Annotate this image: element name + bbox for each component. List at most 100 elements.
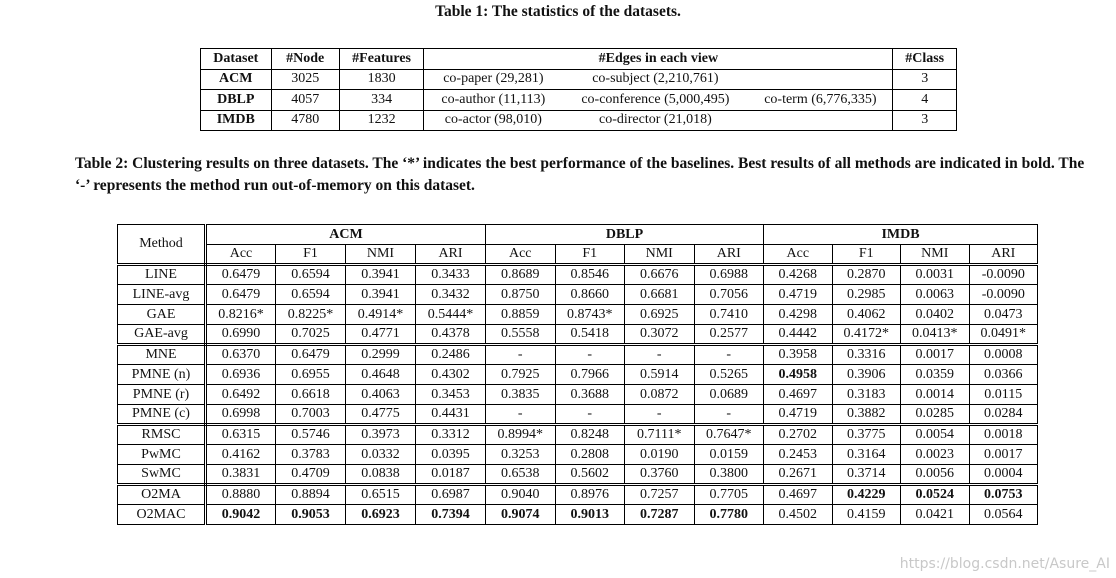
metric-header: F1 xyxy=(831,244,902,266)
metric-header: ARI xyxy=(415,244,486,266)
score-cell: 0.6315 xyxy=(205,424,276,445)
result-row: RMSC 0.6315 0.5746 0.3973 0.3312 0.8994* 0.824… xyxy=(117,424,1039,445)
method-cell: PMNE (c) xyxy=(117,404,207,426)
score-cell: 0.6370 xyxy=(205,344,276,365)
score-cell: 0.0872 xyxy=(624,384,695,405)
class-cell: 3 xyxy=(892,68,957,90)
metric-header: Acc xyxy=(763,244,833,266)
score-cell: 0.6925 xyxy=(624,304,695,325)
header-cell: #Features xyxy=(338,48,425,70)
score-cell: 0.7647* xyxy=(693,424,765,445)
result-row: O2MAC 0.9042 0.9053 0.6923 0.7394 0.9074 0.901… xyxy=(117,504,1039,525)
score-cell: 0.0395 xyxy=(415,444,486,465)
header-row: Dataset #Node #Features #Edges in each view… xyxy=(200,48,957,70)
score-cell: 0.4378 xyxy=(415,324,486,346)
result-row: PMNE (r) 0.6492 0.6618 0.4063 0.3453 0.3835 0.… xyxy=(117,384,1039,405)
score-cell: 0.0159 xyxy=(693,444,765,465)
score-cell: 0.0332 xyxy=(345,444,416,465)
metric-header: F1 xyxy=(554,244,625,266)
score-cell: 0.7287 xyxy=(624,504,695,525)
feature-cell: 1232 xyxy=(338,109,425,131)
feature-cell: 334 xyxy=(338,89,425,111)
score-cell: 0.0190 xyxy=(624,444,695,465)
edge-view: co-conference (5,000,495) xyxy=(581,91,730,107)
score-cell: 0.0063 xyxy=(900,284,970,305)
score-cell: 0.3164 xyxy=(831,444,902,465)
score-cell: 0.5444* xyxy=(415,304,486,325)
method-cell: MNE xyxy=(117,344,207,365)
edge-view: co-actor (98,010) xyxy=(444,112,542,128)
group-header-row: Method ACM DBLP IMDB xyxy=(117,224,1039,266)
result-row: GAE 0.8216* 0.8225* 0.4914* 0.5444* 0.8859 0.8… xyxy=(117,304,1039,325)
score-cell: 0.6479 xyxy=(275,344,346,365)
score-cell: 0.3831 xyxy=(205,464,276,486)
table-caption: Table 1: The statistics of the datasets. xyxy=(435,3,681,20)
method-cell: PwMC xyxy=(117,444,207,465)
score-cell: 0.0359 xyxy=(900,364,970,385)
method-cell: SwMC xyxy=(117,464,207,486)
result-row: LINE 0.6479 0.6594 0.3941 0.3433 0.8689 0.8546… xyxy=(117,264,1039,285)
score-cell: 0.4431 xyxy=(415,404,486,426)
score-cell: 0.0017 xyxy=(900,344,970,365)
score-cell: 0.8546 xyxy=(554,264,625,285)
score-cell: 0.3783 xyxy=(275,444,346,465)
edge-view: co-paper (29,281) xyxy=(443,71,544,87)
score-cell: 0.0421 xyxy=(900,504,970,525)
score-cell: 0.0008 xyxy=(968,344,1039,365)
method-cell: GAE xyxy=(117,304,207,325)
score-cell: 0.6955 xyxy=(275,364,346,385)
score-cell: 0.0023 xyxy=(900,444,970,465)
score-cell: 0.6594 xyxy=(275,284,346,305)
score-cell: 0.4302 xyxy=(415,364,486,385)
header-cell: Dataset xyxy=(200,48,272,70)
metric-header: NMI xyxy=(624,244,695,266)
result-row: PMNE (n) 0.6936 0.6955 0.4648 0.4302 0.7925 0.… xyxy=(117,364,1039,385)
score-cell: 0.8248 xyxy=(554,424,625,445)
score-cell: 0.8743* xyxy=(554,304,625,325)
feature-cell: 1830 xyxy=(338,68,425,90)
method-cell: PMNE (r) xyxy=(117,384,207,405)
method-cell: GAE-avg xyxy=(117,324,207,346)
results-table: Method ACM DBLP IMDB Acc F1 NMI ARI Acc F1 NMI ARI A… xyxy=(117,224,1039,525)
score-cell: 0.9074 xyxy=(485,504,556,525)
score-cell: 0.7966 xyxy=(554,364,625,385)
node-cell: 3025 xyxy=(270,68,340,90)
score-cell: 0.0031 xyxy=(900,264,970,285)
table-caption: Table 2: Clustering results on three dat… xyxy=(75,155,1085,194)
score-cell: 0.7925 xyxy=(485,364,556,385)
score-cell: 0.3973 xyxy=(345,424,416,445)
table-row: IMDB 4780 1232 co-actor (98,010) co-director… xyxy=(200,109,957,131)
score-cell: - xyxy=(554,404,625,426)
edge-views: co-paper (29,281) co-subject (2,210,761) xyxy=(424,71,892,87)
score-cell: 0.2985 xyxy=(831,284,902,305)
result-row: SwMC 0.3831 0.4709 0.0838 0.0187 0.6538 0.5602… xyxy=(117,464,1039,486)
header-cell: #Class xyxy=(892,48,957,70)
node-cell: 4780 xyxy=(270,109,340,131)
score-cell: 0.8859 xyxy=(485,304,556,325)
metric-header: Acc xyxy=(485,244,556,266)
score-cell: 0.4709 xyxy=(275,464,346,486)
score-cell: 0.8750 xyxy=(485,284,556,305)
method-cell: O2MAC xyxy=(117,504,207,525)
score-cell: 0.6998 xyxy=(205,404,276,426)
method-cell: PMNE (n) xyxy=(117,364,207,385)
score-cell: 0.4229 xyxy=(831,484,902,505)
score-cell: 0.5265 xyxy=(693,364,765,385)
node-cell: 4057 xyxy=(270,89,340,111)
result-row: PwMC 0.4162 0.3783 0.0332 0.0395 0.3253 0.2808… xyxy=(117,444,1039,465)
score-cell: 0.8880 xyxy=(205,484,276,505)
score-cell: 0.0473 xyxy=(968,304,1039,325)
score-cell: - xyxy=(485,404,556,426)
score-cell: 0.2453 xyxy=(763,444,833,465)
score-cell: 0.5418 xyxy=(554,324,625,346)
score-cell: 0.6987 xyxy=(415,484,486,505)
score-cell: 0.0004 xyxy=(968,464,1039,486)
score-cell: 0.4162 xyxy=(205,444,276,465)
score-cell: 0.6681 xyxy=(624,284,695,305)
metric-header-row: Acc F1 NMI ARI Acc F1 NMI ARI Acc F1 NMI ARI xyxy=(118,244,1039,266)
score-cell: - xyxy=(693,404,765,426)
score-cell: 0.0689 xyxy=(693,384,765,405)
score-cell: 0.4268 xyxy=(763,264,833,285)
score-cell: 0.6538 xyxy=(485,464,556,486)
